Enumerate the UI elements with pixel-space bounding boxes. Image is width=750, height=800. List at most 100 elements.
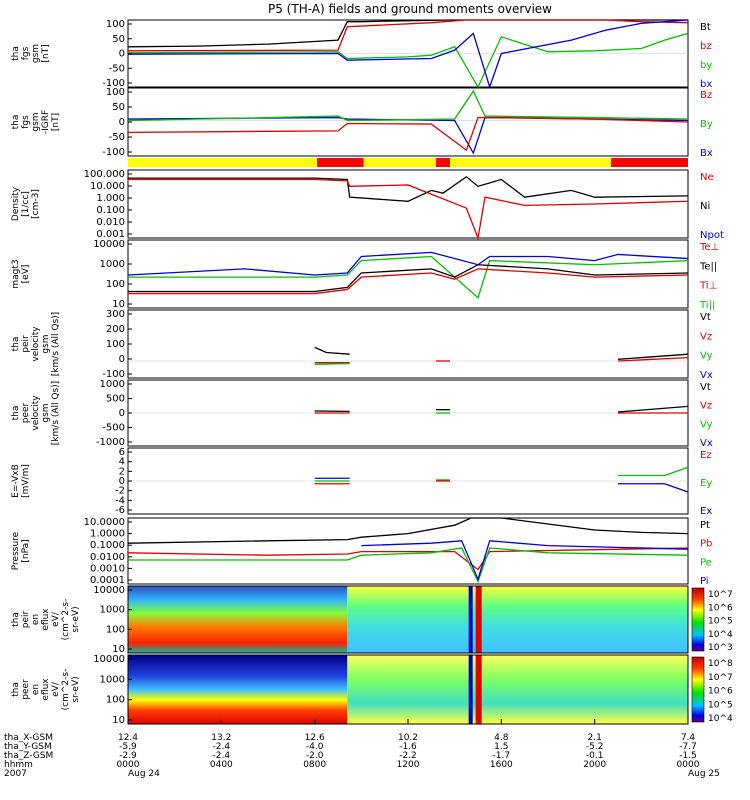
series-bx (127, 19, 689, 90)
y-tick-label: -6 (115, 505, 125, 516)
y-tick-label: 100 (106, 695, 125, 706)
x-tick-value: -2.0 (306, 751, 324, 761)
x-tick-value: 2.1 (588, 733, 602, 743)
y-axis-label: (cm^2-s- (61, 599, 71, 641)
legend-entry: Pe (700, 557, 712, 568)
x-tick-value: -0.1 (586, 751, 604, 761)
x-row-label: hhmm (4, 760, 33, 770)
x-tick-value: -2.2 (399, 751, 417, 761)
y-tick-label: 10.0000 (84, 517, 125, 528)
series-by (127, 32, 689, 89)
y-tick-label: 10 (112, 644, 125, 655)
y-tick-label: 1000 (100, 259, 125, 270)
y-tick-label: 0.100 (96, 205, 125, 216)
panel-frame (127, 309, 689, 379)
y-tick-label: 100 (106, 279, 125, 290)
spectrogram-inner (128, 586, 348, 653)
series-Bz (127, 116, 689, 152)
y-axis-label: tha (11, 337, 21, 352)
panel-2: 100 50 0 -50 -100 tha fgs gsm -IGRF [nT] Bz By Bx (11, 87, 713, 159)
panel-5: 10000 1000 100 10 magt3 [eV] Te⊥ Te|| Ti⊥ Ti|| (11, 239, 719, 311)
y-axis-label: peir (21, 610, 31, 628)
legend-entry: Ez (700, 450, 712, 461)
colorbar-label: 10^5 (708, 617, 733, 627)
legend: Bt bz by bx (700, 22, 712, 90)
spectrogram-outer (347, 655, 688, 724)
y-axis-label: gsm (31, 44, 41, 63)
y-tick-label: 0.010 (96, 217, 125, 228)
y-axis-label: en (31, 614, 41, 625)
series-Te⊥ (128, 268, 689, 295)
colorbar-scale (691, 656, 705, 723)
legend-entry: Vz (700, 401, 712, 412)
y-axis-label: sr-eV) (71, 676, 81, 702)
legend-entry: Ti|| (699, 300, 715, 311)
legend-entry: Pt (700, 520, 710, 531)
y-axis-label: [nPa] (21, 539, 31, 562)
legend-entry: Vx (700, 370, 713, 381)
legend-entry: Bz (700, 90, 712, 101)
y-tick-label: 100 (106, 87, 125, 98)
panel-1: 100 50 0 -50 -100 tha fgs gsm [nT] Bt bz by bx (11, 19, 712, 90)
colorbar: 10^8 10^7 10^6 10^5 10^4 (691, 656, 733, 724)
x-tick-value: 1600 (490, 760, 513, 770)
spectrogram-outer (347, 586, 688, 653)
spectrogram-feature (468, 586, 473, 653)
x-row-label: tha_X-GSM (4, 733, 53, 743)
legend: Ez Ey Ex (700, 450, 712, 517)
y-tick-label: 50 (112, 34, 125, 45)
legend-entry: Ex (700, 506, 712, 517)
y-tick-label: -4 (115, 495, 125, 506)
panel-frame (127, 87, 689, 157)
legend: Pt Pb Pe Pi (700, 520, 712, 587)
colorbar-label: 10^7 (708, 673, 733, 683)
y-tick-label: -500 (102, 423, 125, 434)
y-tick-label: 0.1000 (90, 540, 125, 551)
series-Vt (617, 405, 689, 413)
y-tick-label: -100 (102, 78, 125, 89)
panel-frame (127, 585, 689, 654)
x-tick-value: 7.4 (681, 733, 696, 743)
colorbar-label: 10^4 (708, 714, 733, 724)
y-tick-label: 0.0010 (90, 563, 125, 574)
y-axis-label: gsm (41, 334, 51, 353)
y-axis-label: [km/s (All Qs)] (51, 381, 61, 445)
y-axis-label: [eV] (21, 265, 31, 284)
x-tick-value: 1.5 (494, 742, 508, 752)
y-tick-label: 300 (106, 309, 125, 320)
y-tick-label: 4 (119, 457, 125, 468)
series-By (127, 89, 689, 122)
legend-entry: Ey (700, 478, 712, 489)
series-Bt (127, 19, 688, 48)
figure-title: P5 (TH-A) fields and ground moments over… (268, 2, 552, 16)
series-Ti⊥ (127, 251, 689, 276)
x-tick-value: 0400 (210, 760, 233, 770)
x-tick-value: -4.0 (306, 742, 324, 752)
y-axis-label: [cm-3] (31, 189, 41, 219)
legend-entry: by (700, 60, 712, 71)
series-Pi (361, 540, 689, 582)
legend-entry: Te⊥ (699, 242, 719, 253)
y-tick-label: 10.000 (90, 181, 125, 192)
y-tick-label: 100 (106, 19, 125, 30)
y-axis-label: gsm (41, 403, 51, 422)
y-axis-label: sr-eV) (71, 606, 81, 632)
colorbar-label: 10^5 (708, 700, 733, 710)
x-row-label: tha_Y-GSM (4, 742, 52, 752)
y-tick-label: 50 (112, 102, 125, 113)
colorbar-label: 10^4 (708, 630, 733, 640)
x-tick-value: -7.7 (679, 742, 697, 752)
x-tick-value: 10.2 (398, 733, 418, 743)
series-bz (127, 19, 689, 52)
legend: Ne Ni Npot (700, 172, 724, 241)
x-tick-value: -5.2 (586, 742, 604, 752)
y-axis-label: E=-VxB (11, 464, 21, 498)
x-tick-value: -2.4 (213, 751, 231, 761)
legend-entry: Te|| (699, 261, 717, 272)
y-tick-label: -100 (102, 369, 125, 380)
colorbar: 10^7 10^6 10^5 10^4 10^3 (691, 587, 733, 653)
x-tick-value: 13.2 (211, 733, 231, 743)
